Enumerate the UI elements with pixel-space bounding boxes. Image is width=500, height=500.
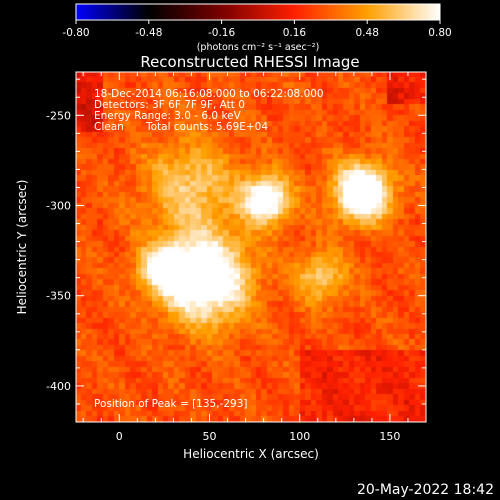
y-tick-label: -400: [46, 380, 71, 393]
colorbar-frame: [75, 3, 441, 21]
x-axis-title: Heliocentric X (arcsec): [183, 447, 319, 461]
x-axis-ticks: 0 50 100 150: [82, 72, 427, 443]
annotation-time-range: 18-Dec-2014 06:16:08.000 to 06:22:08.000: [94, 88, 324, 100]
annotation-peak-position: Position of Peak = [135,-293]: [94, 398, 248, 410]
info-annotations: 18-Dec-2014 06:16:08.000 to 06:22:08.000…: [94, 88, 324, 410]
colorbar-ticks: -0.80 -0.48 -0.16 0.16 0.48 0.80: [62, 20, 452, 39]
annotation-algorithm: Clean: [94, 121, 124, 133]
colorbar-tick-label: 0.16: [283, 27, 307, 39]
plot-frame: [75, 71, 427, 423]
colorbar-tick-label: 0.48: [356, 27, 379, 39]
colorbar-tick-label: 0.80: [428, 27, 451, 39]
x-tick-label: 0: [116, 430, 123, 443]
y-axis-title: Heliocentric Y (arcsec): [15, 180, 29, 315]
y-tick-label: -300: [46, 200, 71, 213]
colorbar-unit-label: (photons cm⁻² s⁻¹ asec⁻²): [197, 42, 320, 53]
annotation-detectors: Detectors: 3F 6F 7F 9F, Att 0: [94, 99, 245, 111]
colorbar: -0.80 -0.48 -0.16 0.16 0.48 0.80 (photons cm⁻…: [62, 3, 452, 53]
x-tick-label: 100: [289, 430, 310, 443]
annotation-total-counts: Total counts: 5.69E+04: [145, 121, 268, 133]
y-axis-ticks: -250 -300 -350 -400: [46, 78, 426, 405]
colorbar-tick-label: -0.48: [135, 27, 162, 39]
chart-title: Reconstructed RHESSI Image: [140, 53, 359, 71]
annotation-energy-range: Energy Range: 3.0 - 6.0 keV: [94, 110, 242, 122]
heatmap-image: [76, 72, 426, 422]
x-tick-label: 50: [203, 430, 217, 443]
colorbar-tick-label: -0.80: [62, 27, 89, 39]
y-tick-label: -350: [46, 290, 71, 303]
x-tick-label: 150: [379, 430, 400, 443]
colorbar-gradient: [76, 4, 440, 20]
y-tick-label: -250: [46, 109, 71, 122]
footer-timestamp: 20-May-2022 18:42: [356, 482, 494, 498]
colorbar-tick-label: -0.16: [208, 27, 235, 39]
